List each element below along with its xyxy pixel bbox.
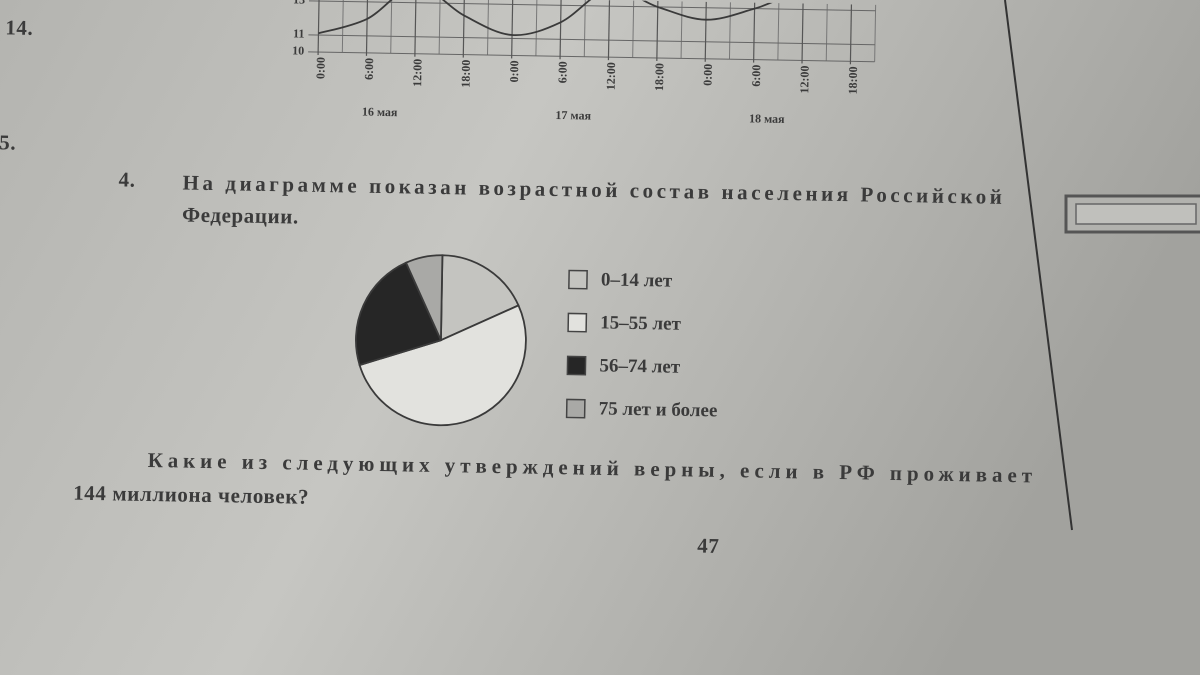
minor-grid-line xyxy=(632,0,635,58)
grid-line xyxy=(511,0,514,60)
x-tick-label: 6:00 xyxy=(555,61,569,83)
minor-grid-line xyxy=(438,0,441,55)
y-tick-label: 11 xyxy=(293,26,305,40)
question-text: 144 миллиона человек? xyxy=(73,481,309,509)
minor-grid-line xyxy=(728,2,731,60)
x-tick-label: 6:00 xyxy=(362,58,376,80)
minor-grid-line xyxy=(777,3,780,61)
pie-slice xyxy=(358,304,527,427)
page-edge-line xyxy=(1004,0,1073,531)
grid-line xyxy=(462,0,465,59)
x-tick-label: 12:00 xyxy=(797,65,811,93)
grid-line xyxy=(308,51,875,63)
grid-line xyxy=(309,0,876,12)
x-tick-label: 0:00 xyxy=(507,60,521,82)
legend-swatch xyxy=(567,312,588,333)
margin-box-inner xyxy=(1075,203,1197,225)
side-number: 5. xyxy=(0,130,16,154)
y-tick-label: 10 xyxy=(292,43,304,57)
date-label: 16 мая xyxy=(362,105,398,120)
side-number: 14. xyxy=(5,15,33,39)
minor-grid-line xyxy=(680,1,683,59)
minor-grid-line xyxy=(874,4,877,62)
grid-line xyxy=(308,34,875,46)
minor-grid-line xyxy=(535,0,538,56)
problem-number: 4. xyxy=(118,167,135,191)
legend-swatch xyxy=(568,269,588,290)
grid-line xyxy=(801,3,804,65)
minor-grid-line xyxy=(487,0,489,56)
line-chart xyxy=(308,0,877,66)
y-tick-label: 13 xyxy=(293,0,305,7)
x-tick-label: 6:00 xyxy=(749,65,763,87)
grid-line xyxy=(849,4,853,66)
grid-line xyxy=(752,2,756,64)
grid-line xyxy=(317,0,320,57)
legend-swatch xyxy=(566,355,587,376)
x-tick-label: 12:00 xyxy=(410,59,424,87)
x-tick-label: 18:00 xyxy=(458,59,472,87)
minor-grid-line xyxy=(825,3,828,61)
legend-label: 75 лет и более xyxy=(599,398,718,421)
x-tick-label: 18:00 xyxy=(652,63,666,91)
grid-line xyxy=(365,0,369,57)
minor-grid-line xyxy=(583,0,586,57)
x-tick-label: 0:00 xyxy=(313,57,327,79)
line-series xyxy=(318,0,852,37)
minor-grid-line xyxy=(341,0,344,53)
minor-grid-line xyxy=(390,0,393,54)
legend-label: 56–74 лет xyxy=(599,355,681,377)
legend-label: 15–55 лет xyxy=(600,312,682,334)
date-label: 18 мая xyxy=(749,111,785,126)
legend-swatch xyxy=(565,398,586,419)
x-tick-label: 0:00 xyxy=(701,64,715,86)
grid-line xyxy=(656,0,659,62)
grid-line xyxy=(704,1,707,63)
page-number: 47 xyxy=(697,534,720,558)
legend-label: 0–14 лет xyxy=(601,269,673,291)
grid-line xyxy=(607,0,611,62)
problem-text: Федерации. xyxy=(182,203,299,229)
grid-line xyxy=(559,0,562,61)
grid-line xyxy=(414,0,417,58)
x-tick-label: 12:00 xyxy=(604,62,618,90)
x-tick-label: 18:00 xyxy=(846,66,860,94)
pie-slice xyxy=(355,261,443,367)
pie-slice xyxy=(404,254,444,341)
pie-slice xyxy=(439,254,520,342)
date-label: 17 мая xyxy=(555,108,591,123)
